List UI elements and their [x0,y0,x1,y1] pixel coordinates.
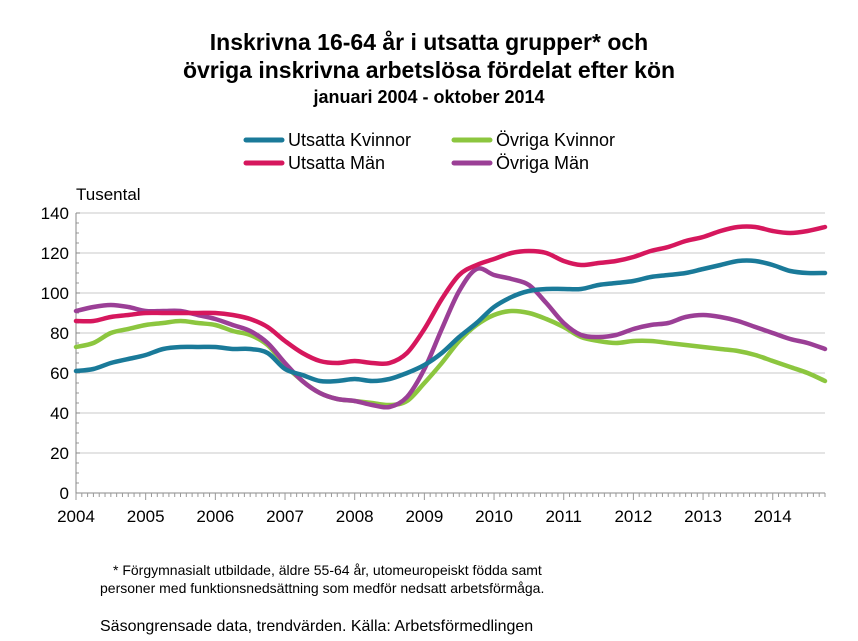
legend-label: Övriga Kvinnor [496,130,615,150]
x-tick-label: 2014 [754,507,792,526]
legend-label: Utsatta Kvinnor [288,130,411,150]
series-line-2 [73,224,828,367]
y-tick-label: 40 [50,404,69,423]
x-tick-label: 2005 [127,507,165,526]
x-tick-label: 2009 [405,507,443,526]
legend: Utsatta Kvinnor Övriga Kvinnor Utsatta Män… [243,130,615,173]
series-line-1 [73,258,828,384]
y-tick-label: 140 [41,204,69,223]
chart-subtitle: januari 2004 - oktober 2014 [313,87,545,107]
legend-label: Utsatta Män [288,153,385,173]
footnote-line1: * Förgymnasialt utbildade, äldre 55-64 å… [113,562,542,578]
x-tick-label: 2011 [545,507,582,526]
source-note: Säsongrensade data, trendvärden. Källa: … [100,618,534,635]
x-tick-label: 2013 [684,507,722,526]
x-tick-label: 2004 [57,507,95,526]
x-tick-label: 2006 [196,507,234,526]
chart-title: Inskrivna 16-64 år i utsatta grupper* oc… [209,29,649,55]
y-tick-label: 20 [50,444,69,463]
x-tick-label: 2012 [614,507,652,526]
series-lines [73,224,828,410]
x-tick-label: 2008 [336,507,374,526]
x-tick-label: 2010 [475,507,513,526]
y-tick-label: 60 [50,364,69,383]
footnote-line2: personer med funktionsnedsättning som me… [100,580,545,596]
y-tick-label: 100 [41,284,69,303]
axes: 0 20 40 60 80 100 120 140 2004 2005 2006 2007 2008 20… [41,204,826,526]
chart-title-line2: övriga inskrivna arbetslösa fördelat eft… [182,57,676,83]
series-line-4 [73,266,828,410]
y-tick-label: 80 [50,324,69,343]
legend-label: Övriga Män [496,153,589,173]
y-tick-label: 0 [60,484,69,503]
y-axis-label: Tusental [76,185,141,204]
grid [76,212,825,454]
y-tick-label: 120 [41,244,69,263]
series-line-3 [73,308,828,408]
x-tick-label: 2007 [266,507,304,526]
